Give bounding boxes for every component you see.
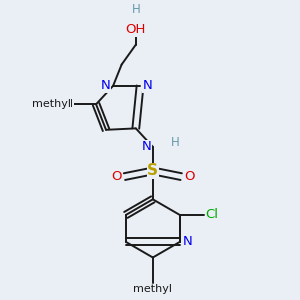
Text: N: N (100, 79, 110, 92)
Text: O: O (184, 170, 195, 183)
Text: methyl: methyl (32, 99, 70, 109)
Text: OH: OH (126, 23, 146, 36)
Text: H: H (131, 3, 140, 16)
Text: O: O (111, 170, 122, 183)
Text: S: S (147, 164, 158, 178)
Text: methyl: methyl (133, 284, 172, 295)
Text: Cl: Cl (205, 208, 218, 221)
Text: methyl: methyl (34, 99, 74, 109)
Text: N: N (142, 140, 152, 153)
Text: H: H (171, 136, 180, 149)
Text: N: N (183, 236, 192, 248)
Text: N: N (143, 79, 153, 92)
